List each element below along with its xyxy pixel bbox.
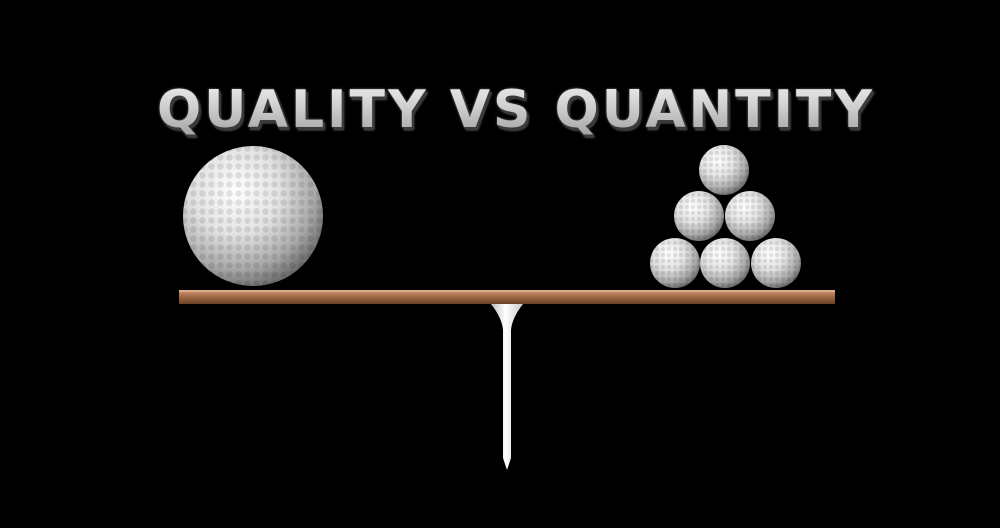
golf-ball-pyramid: [650, 145, 801, 288]
small-golf-ball: [699, 145, 749, 195]
page-title: QUALITY VS QUANTITY: [0, 78, 1000, 142]
small-golf-ball: [650, 238, 700, 288]
golf-tee: [491, 304, 523, 470]
small-golf-ball: [674, 191, 724, 241]
wooden-plank: [179, 290, 835, 304]
small-golf-ball: [725, 191, 775, 241]
large-golf-ball: [183, 146, 323, 286]
small-golf-ball: [751, 238, 801, 288]
small-golf-ball: [700, 238, 750, 288]
